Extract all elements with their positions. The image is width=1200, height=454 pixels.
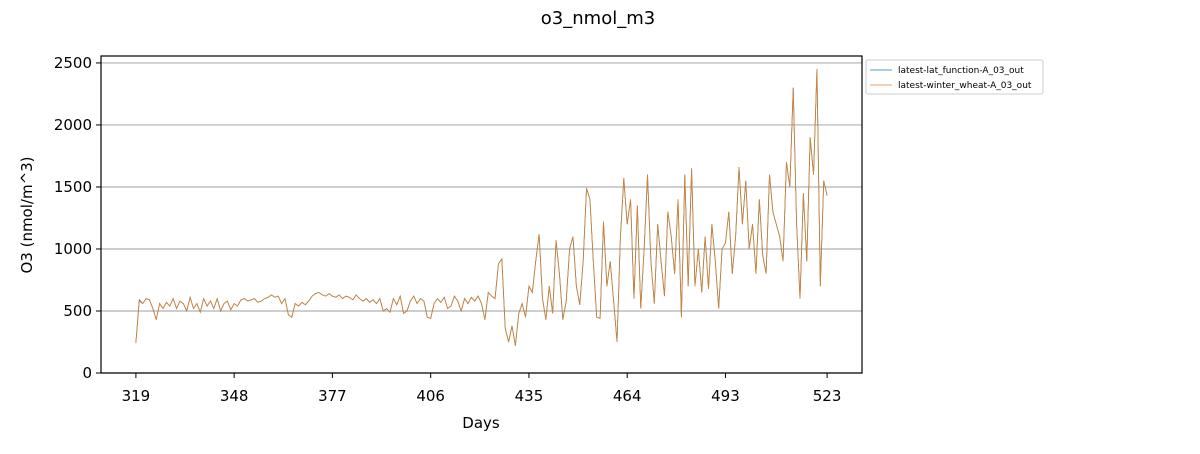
y-tick-label: 500 bbox=[63, 302, 92, 320]
y-tick-label: 0 bbox=[82, 364, 92, 382]
x-tick-label: 377 bbox=[318, 387, 347, 405]
y-tick-label: 2500 bbox=[54, 54, 92, 72]
x-tick-label: 464 bbox=[613, 387, 642, 405]
data-line bbox=[135, 69, 828, 346]
y-tick-label: 1000 bbox=[54, 240, 92, 258]
x-tick-label: 348 bbox=[220, 387, 249, 405]
chart-title: o3_nmol_m3 bbox=[541, 8, 655, 29]
x-tick-label: 493 bbox=[711, 387, 740, 405]
x-axis-label: Days bbox=[462, 414, 500, 432]
legend-label: latest-lat_function-A_03_out bbox=[898, 66, 1024, 76]
x-tick-label: 406 bbox=[416, 387, 445, 405]
x-tick-label: 523 bbox=[813, 387, 842, 405]
y-tick-label: 2000 bbox=[54, 116, 92, 134]
legend: latest-lat_function-A_03_out latest-winte… bbox=[865, 59, 1044, 95]
x-tick-label: 435 bbox=[515, 387, 544, 405]
legend-box bbox=[865, 59, 1044, 95]
y-tick-label: 1500 bbox=[54, 178, 92, 196]
plot-frame bbox=[100, 55, 863, 374]
y-axis-label: O3 (nmol/m^3) bbox=[18, 156, 36, 273]
legend-label: latest-winter_wheat-A_03_out bbox=[898, 81, 1032, 91]
x-tick-label: 319 bbox=[122, 387, 151, 405]
